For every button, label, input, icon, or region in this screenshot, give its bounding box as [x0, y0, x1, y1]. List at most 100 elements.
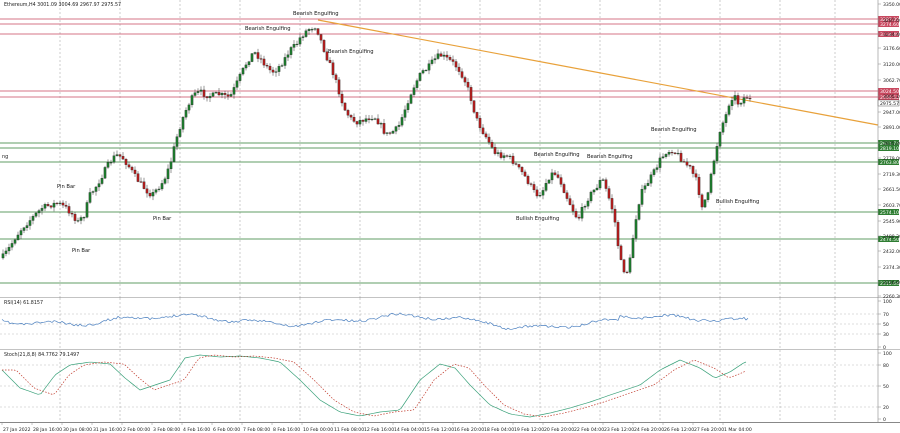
- candle: [295, 40, 299, 47]
- level-price-tag: 3274.60: [878, 21, 899, 28]
- level-price-tag: 2763.80: [878, 159, 899, 166]
- svg-text:2975.57: 2975.57: [880, 101, 899, 107]
- candle: [415, 78, 419, 91]
- candle: [523, 169, 527, 177]
- time-tick-label: 18 Feb 04:00: [484, 427, 514, 433]
- candle: [514, 161, 518, 166]
- candle: [124, 157, 128, 170]
- candle: [19, 228, 23, 240]
- candle: [166, 164, 170, 184]
- candle: [478, 115, 482, 132]
- candle: [715, 142, 719, 165]
- candle: [82, 216, 86, 222]
- candle: [748, 94, 752, 102]
- candle: [127, 161, 131, 169]
- candle: [121, 152, 125, 160]
- stoch-chart[interactable]: Stoch(21,8,8) 84.7762 79.1497 100 80 50 20 0: [0, 350, 900, 422]
- candle: [67, 203, 71, 217]
- time-tick-label: 1 Mar 04:00: [724, 427, 752, 433]
- price-panel[interactable]: Bearish Engulfing Bearish Engulfing Bearis…: [0, 0, 900, 298]
- candle: [607, 185, 611, 201]
- time-tick-label: 20 Feb 20:00: [544, 427, 574, 433]
- candle: [103, 165, 107, 179]
- candle: [343, 102, 347, 111]
- candle: [334, 73, 338, 84]
- candle: [694, 169, 698, 181]
- time-tick-label: 27 Jan 2022: [3, 427, 31, 433]
- candle: [718, 130, 722, 148]
- candle: [133, 166, 137, 177]
- candle: [472, 100, 476, 114]
- main-chart[interactable]: Bearish Engulfing Bearish Engulfing Bearis…: [0, 0, 900, 298]
- stoch-tick-label: 20: [883, 405, 889, 411]
- stoch-main-line: [1, 354, 747, 418]
- candle: [142, 177, 146, 190]
- candle: [256, 48, 260, 63]
- candle: [136, 171, 140, 183]
- candle: [643, 183, 647, 194]
- candle: [40, 204, 44, 215]
- level-price-tag: 3287.00: [878, 16, 899, 23]
- price-tick-label: 2488.20: [883, 234, 900, 240]
- candle: [340, 90, 344, 107]
- candle: [91, 190, 95, 195]
- candle: [667, 149, 671, 157]
- time-tick-label: 6 Feb 00:00: [213, 427, 240, 433]
- candle: [268, 63, 272, 74]
- candle: [496, 149, 500, 157]
- candle: [244, 62, 248, 71]
- level-price-tag: 2474.50: [878, 236, 899, 243]
- candle: [742, 94, 746, 107]
- candle: [376, 114, 380, 125]
- candle: [1, 249, 5, 260]
- candle: [463, 75, 467, 87]
- candle: [406, 100, 410, 113]
- candle: [94, 185, 98, 196]
- rsi-tick-label: 0: [883, 345, 886, 350]
- rsi-panel[interactable]: RSI(14) 61.8157 100 70 50 30 0: [0, 298, 900, 350]
- time-tick-label: 16 Feb 20:00: [454, 427, 484, 433]
- candle: [175, 133, 179, 151]
- candle: [592, 189, 596, 195]
- candle: [394, 125, 398, 135]
- candle: [733, 91, 737, 105]
- trend-line[interactable]: [317, 19, 879, 126]
- candle: [151, 188, 155, 201]
- candle: [457, 63, 461, 76]
- candle: [202, 85, 206, 100]
- candle: [727, 103, 731, 117]
- candle: [337, 77, 341, 97]
- rsi-tick-label: 70: [883, 312, 889, 318]
- candle: [172, 143, 176, 163]
- level-price-tag: 2574.10: [878, 209, 899, 216]
- candle: [703, 199, 707, 209]
- pattern-label: Bearish Engulfing: [651, 127, 697, 133]
- candle: [316, 28, 320, 36]
- svg-text:2763.80: 2763.80: [880, 160, 899, 166]
- candle: [118, 154, 122, 161]
- candle: [370, 115, 374, 122]
- candle: [13, 238, 17, 246]
- rsi-chart[interactable]: RSI(14) 61.8157 100 70 50 30 0: [0, 298, 900, 350]
- candle: [484, 131, 488, 140]
- stoch-panel[interactable]: Stoch(21,8,8) 84.7762 79.1497 100 80 50 20 0: [0, 350, 900, 422]
- candle: [436, 49, 440, 60]
- time-tick-label: 28 Jan 16:00: [33, 427, 62, 433]
- candle: [433, 54, 437, 64]
- candle: [499, 149, 503, 160]
- candle: [238, 72, 242, 84]
- candle: [454, 59, 458, 72]
- candle: [184, 107, 188, 120]
- pattern-label: Pin Bar: [57, 184, 76, 190]
- candle: [400, 114, 404, 128]
- candle: [583, 204, 587, 211]
- candle: [22, 226, 26, 234]
- stoch-tick-label: 0: [883, 417, 886, 422]
- price-tick-label: 2779.00: [883, 156, 900, 162]
- candle: [181, 116, 185, 133]
- candle: [196, 88, 200, 95]
- time-axis: 27 Jan 2022 28 Jan 16:00 30 Jan 08:00 31 Ja…: [0, 422, 900, 433]
- candle: [730, 96, 734, 111]
- candle: [412, 84, 416, 97]
- candle: [46, 202, 50, 208]
